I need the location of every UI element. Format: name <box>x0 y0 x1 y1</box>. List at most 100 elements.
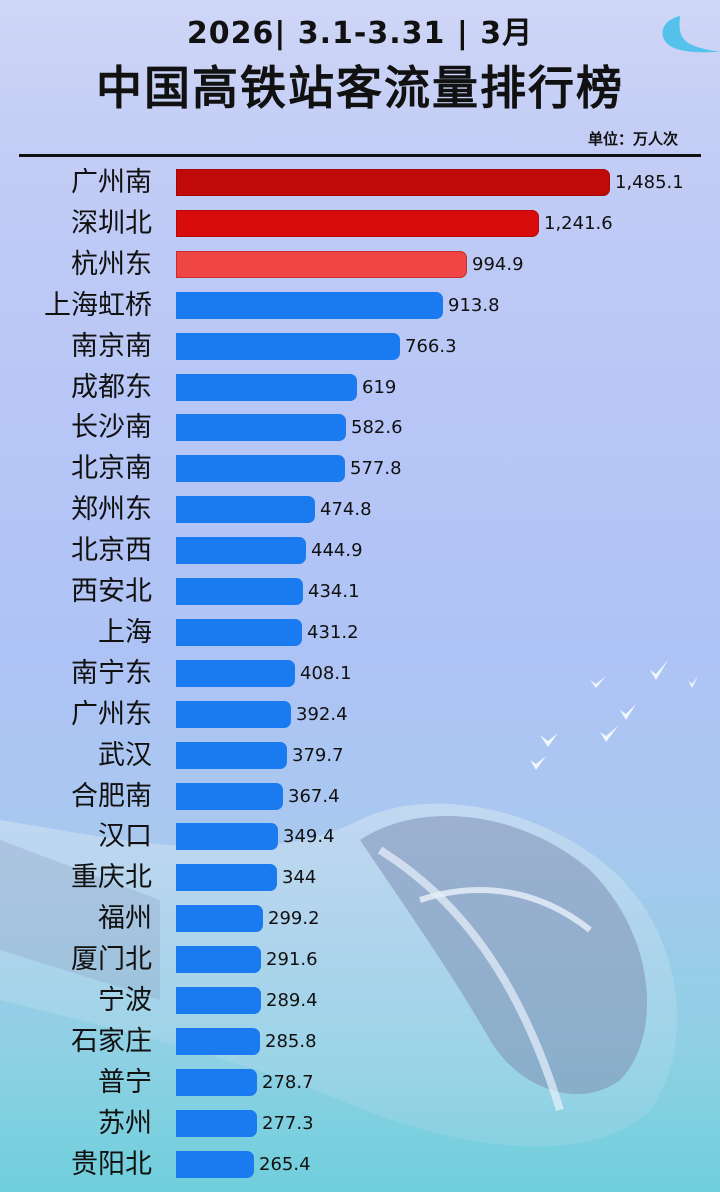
value-bar <box>176 700 291 728</box>
value-label: 349.4 <box>283 826 335 848</box>
chart-row: 宁波 289.4 <box>0 985 720 1016</box>
station-label: 北京西 <box>71 535 152 567</box>
station-label: 苏州 <box>98 1107 152 1139</box>
chart-row: 杭州东 994.9 <box>0 248 720 280</box>
station-label: 重庆北 <box>71 862 152 894</box>
value-bar <box>176 823 278 851</box>
value-bar <box>176 618 302 646</box>
unit-label: 单位：万人次 <box>587 130 678 148</box>
value-label: 913.8 <box>448 294 500 316</box>
chart-row: 重庆北 344 <box>0 862 720 894</box>
value-label: 392.4 <box>296 703 348 725</box>
chart-row: 上海虹桥 913.8 <box>0 289 720 321</box>
value-label: 278.7 <box>262 1071 314 1093</box>
value-label: 474.8 <box>320 499 372 521</box>
chart-row: 广州东 392.4 <box>0 698 720 730</box>
value-label: 291.6 <box>266 949 318 971</box>
station-label: 深圳北 <box>71 207 152 239</box>
station-label: 武汉 <box>98 739 152 771</box>
chart-row: 南宁东 408.1 <box>0 657 720 689</box>
station-label: 福州 <box>98 903 152 935</box>
value-label: 582.6 <box>351 417 403 439</box>
value-bar <box>176 1109 257 1137</box>
chart-row: 福州 299.2 <box>0 903 720 935</box>
station-label: 杭州东 <box>71 248 152 280</box>
station-label: 宁波 <box>98 985 152 1016</box>
chart-row: 合肥南 367.4 <box>0 780 720 812</box>
station-label: 北京南 <box>71 453 152 485</box>
chart-row: 厦门北 291.6 <box>0 944 720 976</box>
value-bar <box>176 659 295 687</box>
value-label: 277.3 <box>262 1112 314 1134</box>
chart-row: 深圳北 1,241.6 <box>0 207 720 239</box>
value-bar <box>176 169 610 196</box>
chart-row: 南京南 766.3 <box>0 330 720 362</box>
chart-row: 武汉 379.7 <box>0 739 720 771</box>
value-label: 766.3 <box>405 335 457 357</box>
value-label: 285.8 <box>265 1030 317 1052</box>
station-label: 贵阳北 <box>71 1148 152 1180</box>
station-label: 石家庄 <box>71 1025 152 1057</box>
station-label: 郑州东 <box>71 494 152 526</box>
value-bar <box>176 741 287 769</box>
value-bar <box>176 864 277 892</box>
chart-row: 西安北 434.1 <box>0 576 720 607</box>
chart-row: 长沙南 582.6 <box>0 412 720 444</box>
chart-row: 郑州东 474.8 <box>0 494 720 526</box>
chart-row: 成都东 619 <box>0 372 720 403</box>
station-label: 南宁东 <box>71 657 152 689</box>
station-label: 广州南 <box>71 167 152 198</box>
value-bar <box>176 496 315 524</box>
value-label: 367.4 <box>288 785 340 807</box>
station-label: 广州东 <box>71 698 152 730</box>
value-label: 619 <box>362 376 397 398</box>
value-bar <box>176 455 345 483</box>
value-bar <box>176 578 303 605</box>
value-bar <box>176 209 539 237</box>
chart-row: 苏州 277.3 <box>0 1107 720 1139</box>
station-label: 长沙南 <box>71 412 152 444</box>
value-label: 408.1 <box>300 662 352 684</box>
value-bar <box>176 373 357 401</box>
value-label: 265.4 <box>259 1153 311 1175</box>
value-bar <box>176 332 400 360</box>
chart-row: 北京西 444.9 <box>0 535 720 567</box>
value-label: 379.7 <box>292 744 344 766</box>
value-label: 289.4 <box>266 990 318 1011</box>
station-label: 合肥南 <box>71 780 152 812</box>
value-bar <box>176 291 443 319</box>
station-label: 南京南 <box>71 330 152 362</box>
value-label: 444.9 <box>311 540 363 562</box>
chart-row: 北京南 577.8 <box>0 453 720 485</box>
chart-row: 石家庄 285.8 <box>0 1025 720 1057</box>
chart-row: 普宁 278.7 <box>0 1066 720 1098</box>
station-label: 厦门北 <box>71 944 152 976</box>
value-bar <box>176 1150 254 1178</box>
station-label: 上海虹桥 <box>44 289 152 321</box>
station-label: 普宁 <box>98 1066 152 1098</box>
value-bar <box>176 414 346 442</box>
value-label: 577.8 <box>350 458 402 480</box>
value-label: 994.9 <box>472 253 524 275</box>
chart-row: 贵阳北 265.4 <box>0 1148 720 1180</box>
header-divider <box>19 154 701 157</box>
value-label: 1,485.1 <box>615 172 684 193</box>
value-bar <box>176 537 306 565</box>
value-bar <box>176 782 283 810</box>
station-label: 上海 <box>98 616 152 648</box>
value-bar <box>176 250 467 278</box>
station-label: 汉口 <box>98 821 152 853</box>
value-bar <box>176 987 261 1014</box>
value-label: 344 <box>282 867 317 889</box>
value-label: 1,241.6 <box>544 212 613 234</box>
value-bar <box>176 1027 260 1055</box>
chart-row: 汉口 349.4 <box>0 821 720 853</box>
chart-row: 广州南 1,485.1 <box>0 167 720 198</box>
value-bar <box>176 1068 257 1096</box>
date-range-heading: 2026| 3.1-3.31 | 3月 <box>186 16 534 51</box>
chart-row: 上海 431.2 <box>0 616 720 648</box>
station-label: 西安北 <box>71 576 152 607</box>
value-label: 431.2 <box>307 621 359 643</box>
value-bar <box>176 905 263 933</box>
